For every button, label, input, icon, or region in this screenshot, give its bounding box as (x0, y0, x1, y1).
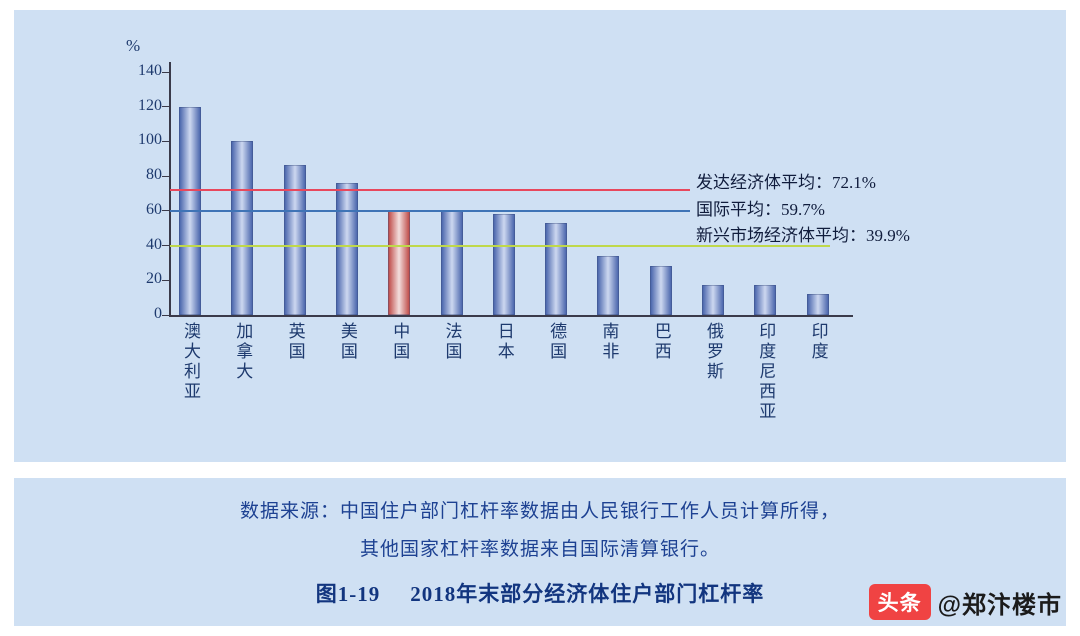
y-tick-label: 20 (146, 270, 162, 288)
y-tick-label: 0 (154, 305, 162, 322)
bar (649, 266, 672, 315)
source-note-line2: 其他国家杠杆率数据来自国际清算银行。 (359, 539, 720, 560)
figure-caption-title: 2018年末部分经济体住户部门杠杆率 (410, 582, 765, 606)
x-axis-line (169, 315, 853, 317)
y-tick-mark (162, 106, 169, 108)
category-label: 俄罗斯 (704, 322, 723, 382)
category-label: 日本 (494, 322, 514, 362)
bar (492, 214, 515, 315)
category-label: 德国 (547, 322, 567, 362)
y-tick-label: 80 (146, 166, 162, 184)
y-tick-mark (162, 175, 169, 177)
y-tick-label: 140 (138, 62, 162, 79)
category-label: 印度尼西亚 (756, 322, 776, 422)
category-label: 巴西 (651, 322, 671, 362)
bar (754, 285, 777, 315)
category-label: 印度 (808, 322, 828, 362)
bar (231, 141, 254, 315)
reference-line (170, 244, 830, 247)
reference-line-label: 新兴市场经济体平均：39.9% (696, 225, 910, 245)
category-label: 美国 (337, 322, 357, 362)
category-label: 加拿大 (233, 322, 253, 382)
y-axis-line (169, 62, 171, 316)
figure-caption: 图1-19 2018年末部分经济体住户部门杠杆率 (14, 578, 1066, 608)
source-note-line1: 数据来源：中国住户部门杠杆率数据由人民银行工作人员计算所得， (239, 501, 840, 522)
bar (283, 164, 306, 315)
bar (335, 183, 358, 315)
y-tick-mark (162, 245, 169, 247)
bar (702, 284, 724, 315)
y-tick-mark (162, 279, 169, 281)
reference-line-label: 发达经济体平均：72.1% (696, 172, 876, 192)
toutiao-badge: 头条 (868, 584, 931, 620)
bar (545, 223, 568, 315)
reference-line-label: 国际平均：59.7% (696, 200, 825, 220)
y-tick-label: 60 (146, 200, 162, 218)
y-tick-label: 120 (138, 96, 162, 114)
bar (597, 255, 620, 315)
category-label: 英国 (285, 322, 305, 362)
figure-caption-number: 图1-19 (315, 582, 381, 606)
bar-highlight-china (388, 210, 411, 315)
y-tick-mark (162, 140, 169, 142)
y-tick-mark (162, 314, 169, 316)
y-tick-mark (162, 71, 169, 73)
y-tick-label: 100 (138, 131, 162, 149)
reference-line (170, 188, 690, 191)
y-axis-unit-label: % (126, 36, 141, 55)
watermark: 头条 @郑汴楼市 (868, 584, 1062, 620)
category-label: 法国 (442, 322, 462, 362)
category-label: 南非 (599, 322, 619, 362)
bar (806, 294, 829, 315)
reference-line (170, 210, 690, 213)
category-label: 中国 (390, 322, 410, 362)
y-tick-label: 40 (146, 235, 162, 253)
watermark-handle: @郑汴楼市 (937, 591, 1062, 619)
chart-panel: % 0 20 40 60 80 100 120 140 澳大利亚 加拿大 英国 美国 中国 法国 日本 德国南… (14, 10, 1066, 462)
category-label: 澳大利亚 (181, 322, 200, 402)
y-tick-mark (162, 210, 169, 212)
bar (440, 210, 463, 315)
